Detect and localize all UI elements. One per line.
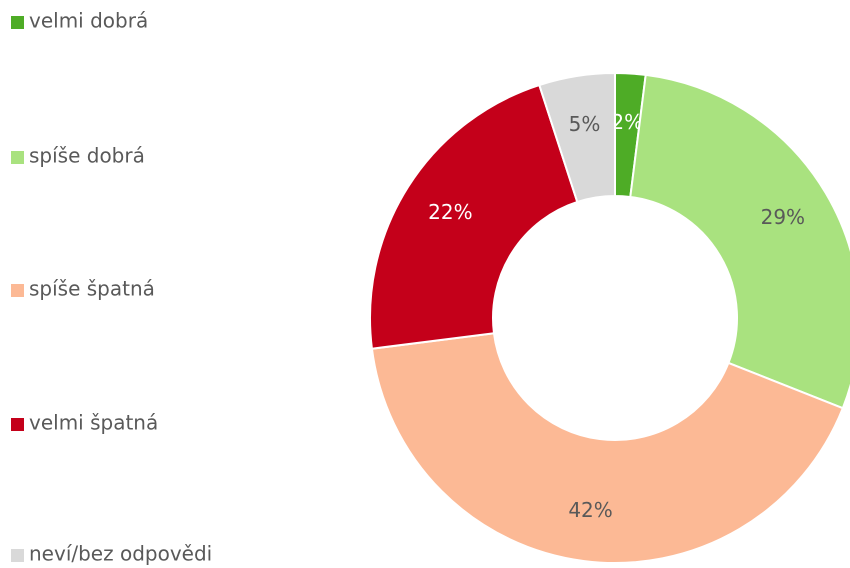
donut-slice xyxy=(370,332,845,564)
legend-swatch xyxy=(11,151,24,164)
donut-slice xyxy=(629,73,850,410)
legend-label: neví/bez odpovědi xyxy=(29,542,212,566)
data-label: 22% xyxy=(428,200,472,224)
legend-label: velmi dobrá xyxy=(29,9,148,33)
legend-swatch xyxy=(11,16,24,29)
data-label: 42% xyxy=(568,498,612,522)
legend-label: spíše dobrá xyxy=(29,144,145,168)
legend-label: velmi špatná xyxy=(29,411,158,435)
legend-label: spíše špatná xyxy=(29,277,155,301)
donut-slice xyxy=(538,71,616,204)
legend-swatch xyxy=(11,418,24,431)
donut-slice xyxy=(369,83,579,350)
data-label: 5% xyxy=(569,112,601,136)
data-label: 29% xyxy=(761,205,805,229)
legend-swatch xyxy=(11,284,24,297)
legend-swatch xyxy=(11,549,24,562)
